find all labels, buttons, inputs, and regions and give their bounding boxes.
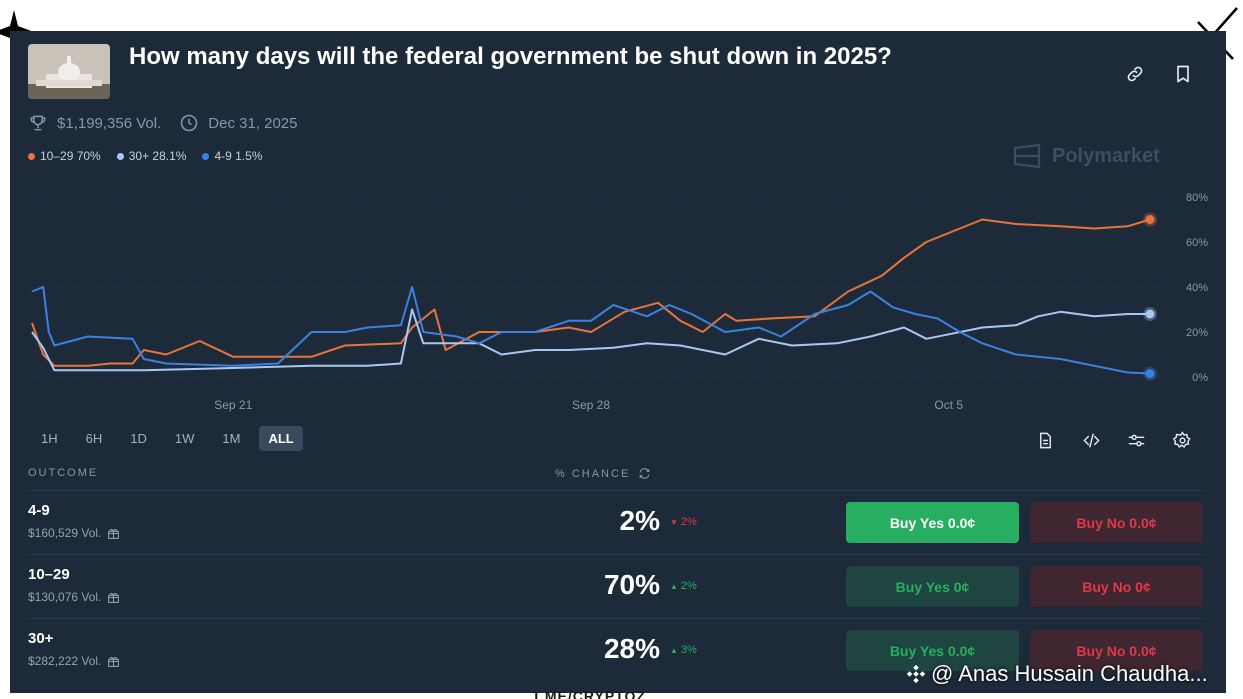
up-arrow-icon: ▲ <box>670 645 678 655</box>
market-meta: $1,199,356 Vol. Dec 31, 2025 <box>28 113 298 133</box>
range-6h-button[interactable]: 6H <box>85 431 103 446</box>
legend-item: 4-9 1.5% <box>202 149 262 163</box>
chance-change-down: ▼ 2% <box>670 516 697 528</box>
series-end-marker <box>1145 215 1155 224</box>
buy-yes-button[interactable]: Buy Yes 0.0¢ <box>846 630 1019 671</box>
chart-legend: 10–29 70% 30+ 28.1% 4-9 1.5% <box>28 149 278 163</box>
outcome-header-label: OUTCOME <box>28 467 99 479</box>
buy-no-button[interactable]: Buy No 0.0¢ <box>1030 630 1203 671</box>
range-1m-button[interactable]: 1M <box>222 431 241 446</box>
market-thumbnail <box>28 44 110 99</box>
outcome-row: 30+ $282,222 Vol. 28% ▲ 3% Buy Yes 0.0¢ … <box>28 618 1204 682</box>
refresh-icon[interactable] <box>638 467 651 480</box>
legend-label: 10–29 70% <box>40 149 101 163</box>
brand-name: Polymarket <box>1052 144 1160 167</box>
binance-logo-icon <box>906 664 926 684</box>
document-icon[interactable] <box>1034 429 1056 451</box>
legend-item: 10–29 70% <box>28 149 101 163</box>
outcome-chance: 28% <box>603 633 660 664</box>
market-panel: How many days will the federal governmen… <box>10 31 1226 693</box>
chance-change-value: 3% <box>680 644 697 656</box>
legend-label: 30+ 28.1% <box>128 149 187 163</box>
gift-icon <box>108 592 120 603</box>
polymarket-logo-icon <box>1013 144 1041 168</box>
series-line-4-9 <box>31 286 1151 375</box>
range-1d-button[interactable]: 1D <box>130 431 147 446</box>
outcome-volume-text: $160,529 Vol. <box>28 526 102 540</box>
outcome-volume: $130,076 Vol. <box>28 590 120 604</box>
outcome-column-header: OUTCOME <box>28 467 98 479</box>
series-line-10-29 <box>31 218 1151 367</box>
legend-dot <box>116 152 124 160</box>
market-title: How many days will the federal governmen… <box>129 43 892 70</box>
chance-change-value: 2% <box>680 516 697 528</box>
bookmark-icon[interactable] <box>1171 62 1195 86</box>
legend-dot <box>202 152 210 160</box>
outcome-row: 4-9 $160,529 Vol. 2% ▼ 2% Buy Yes 0.0¢ B… <box>28 490 1204 554</box>
outcome-name[interactable]: 4-9 <box>28 502 50 519</box>
chance-change-up: ▲ 2% <box>670 580 697 592</box>
up-arrow-icon: ▲ <box>670 581 678 591</box>
market-volume: $1,199,356 Vol. <box>57 114 162 132</box>
y-tick-label: 20% <box>1186 327 1208 339</box>
gift-icon <box>108 656 120 667</box>
outcome-volume-text: $130,076 Vol. <box>28 590 102 604</box>
buy-yes-button[interactable]: Buy Yes 0¢ <box>846 566 1019 607</box>
buy-no-button[interactable]: Buy No 0¢ <box>1030 566 1203 607</box>
bottom-stamp: T.ME/CRYPTOZ <box>532 688 646 699</box>
time-range-bar: 1H 6H 1D 1W 1M ALL <box>32 426 313 451</box>
legend-label: 4-9 1.5% <box>214 149 263 163</box>
outcome-volume-text: $282,222 Vol. <box>28 654 102 668</box>
y-tick-label: 40% <box>1186 282 1208 294</box>
x-tick-label: Sep 28 <box>572 398 610 412</box>
outcome-name[interactable]: 30+ <box>28 630 54 647</box>
polymarket-brand: Polymarket <box>1012 144 1160 168</box>
chance-column-header: % CHANCE <box>555 467 651 480</box>
settings-gear-icon[interactable] <box>1171 429 1193 451</box>
y-tick-label: 0% <box>1192 372 1208 384</box>
gift-icon <box>108 528 120 539</box>
y-tick-label: 60% <box>1186 237 1208 249</box>
price-chart[interactable]: 0% 20% 40% 60% 80% Sep 21 Sep 28 Oct 5 <box>10 181 1226 423</box>
watermark-text: @ Anas Hussain Chaudha... <box>931 661 1208 686</box>
author-watermark: @ Anas Hussain Chaudha... <box>905 661 1208 687</box>
embed-code-icon[interactable] <box>1080 429 1102 451</box>
chance-change-up: ▲ 3% <box>670 644 697 656</box>
range-all-button[interactable]: ALL <box>259 426 303 451</box>
series-end-marker <box>1145 369 1155 379</box>
market-end-date: Dec 31, 2025 <box>208 114 298 132</box>
outcome-row: 10–29 $130,076 Vol. 70% ▲ 2% Buy Yes 0¢ … <box>28 554 1204 618</box>
series-line-30+ <box>31 308 1150 372</box>
buy-no-button[interactable]: Buy No 0.0¢ <box>1030 502 1203 543</box>
sliders-icon[interactable] <box>1125 429 1147 451</box>
down-arrow-icon: ▼ <box>670 517 678 527</box>
clock-icon <box>181 114 198 132</box>
legend-dot <box>28 152 35 160</box>
outcome-chance: 70% <box>603 569 660 600</box>
trophy-icon <box>30 115 46 131</box>
chance-header-label: % CHANCE <box>555 467 631 480</box>
x-tick-label: Sep 21 <box>214 398 252 412</box>
series-end-marker <box>1145 309 1155 319</box>
outcome-chance: 2% <box>619 505 660 536</box>
link-icon[interactable] <box>1123 62 1147 86</box>
range-1w-button[interactable]: 1W <box>174 431 195 446</box>
buy-yes-button[interactable]: Buy Yes 0.0¢ <box>846 502 1019 543</box>
outcome-volume: $160,529 Vol. <box>28 526 120 540</box>
outcome-volume: $282,222 Vol. <box>28 654 120 668</box>
legend-item: 30+ 28.1% <box>116 149 187 163</box>
y-tick-label: 80% <box>1186 192 1208 204</box>
outcome-name[interactable]: 10–29 <box>28 566 70 583</box>
chance-change-value: 2% <box>680 580 697 592</box>
x-tick-label: Oct 5 <box>934 398 963 412</box>
range-1h-button[interactable]: 1H <box>41 431 58 446</box>
